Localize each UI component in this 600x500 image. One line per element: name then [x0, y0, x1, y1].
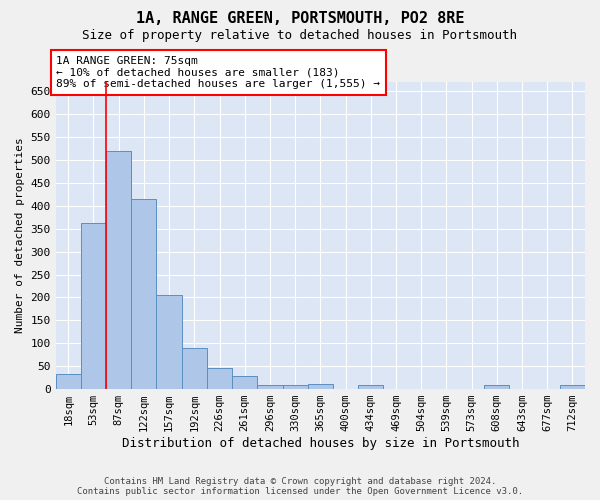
- Bar: [484, 386, 509, 389]
- Bar: [81, 223, 106, 389]
- Bar: [182, 348, 207, 389]
- Bar: [358, 385, 383, 389]
- Bar: [308, 384, 333, 389]
- Text: Contains HM Land Registry data © Crown copyright and database right 2024.
Contai: Contains HM Land Registry data © Crown c…: [77, 476, 523, 496]
- X-axis label: Distribution of detached houses by size in Portsmouth: Distribution of detached houses by size …: [122, 437, 519, 450]
- Text: Size of property relative to detached houses in Portsmouth: Size of property relative to detached ho…: [83, 29, 517, 42]
- Bar: [157, 295, 182, 389]
- Text: 1A RANGE GREEN: 75sqm
← 10% of detached houses are smaller (183)
89% of semi-det: 1A RANGE GREEN: 75sqm ← 10% of detached …: [56, 56, 380, 89]
- Bar: [232, 376, 257, 389]
- Bar: [257, 384, 283, 389]
- Bar: [131, 199, 157, 389]
- Text: 1A, RANGE GREEN, PORTSMOUTH, PO2 8RE: 1A, RANGE GREEN, PORTSMOUTH, PO2 8RE: [136, 11, 464, 26]
- Y-axis label: Number of detached properties: Number of detached properties: [15, 138, 25, 334]
- Bar: [560, 386, 585, 389]
- Bar: [56, 374, 81, 389]
- Bar: [106, 151, 131, 389]
- Bar: [207, 368, 232, 389]
- Bar: [283, 385, 308, 389]
